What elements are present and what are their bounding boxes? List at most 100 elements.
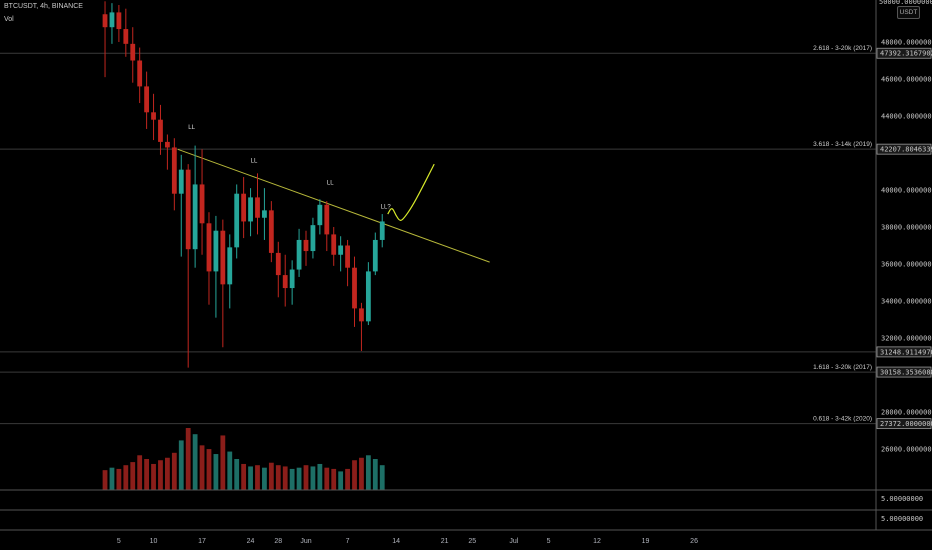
volume-bar [144, 459, 150, 490]
candle-body [151, 112, 156, 120]
candle-body [109, 12, 115, 28]
price-tag [876, 47, 932, 59]
volume-bar [199, 445, 205, 490]
price-tag-label: 27372.00000000 [880, 420, 932, 428]
candle-body [220, 230, 226, 285]
candle-body [171, 147, 177, 194]
fib-level-label: 0.618 - 3-42k (2020) [813, 416, 872, 423]
candle-body [331, 234, 337, 255]
candle-body [372, 239, 378, 272]
time-axis-label: 25 [468, 538, 476, 545]
candle-body [199, 184, 205, 224]
time-axis-label: 7 [346, 538, 350, 545]
candle-body [123, 29, 129, 44]
lower-low-annotation: LL [251, 158, 258, 164]
candle-body [241, 193, 247, 222]
volume-bar [102, 470, 108, 490]
price-tag [876, 366, 932, 378]
time-axis-label: Jun [300, 538, 311, 545]
candle-body [206, 223, 212, 272]
price-axis-label: 40000.00000000 [881, 187, 932, 195]
candle-body [324, 204, 330, 235]
price-tag-label: 42207.80463396 [880, 146, 932, 154]
volume-bar [158, 460, 163, 490]
time-axis-label: 5 [117, 538, 121, 545]
volume-bar [213, 454, 219, 490]
volume-bar [275, 465, 281, 490]
candle-body [296, 239, 302, 270]
time-axis-label: 14 [392, 538, 400, 545]
candle-body [359, 308, 364, 322]
candle-body [365, 271, 371, 322]
volume-bar [241, 463, 247, 490]
candle-body [303, 239, 309, 252]
volume-bar [165, 457, 170, 490]
price-axis-label: 46000.00000000 [881, 76, 932, 84]
price-tag [876, 346, 932, 358]
price-axis-label: 32000.00000000 [881, 335, 932, 343]
volume-bar [317, 463, 323, 490]
volume-bar [185, 428, 191, 490]
fib-level-label: 1.618 - 3-20k (2017) [813, 364, 872, 371]
candle-body [178, 169, 184, 194]
volume-bar [310, 466, 316, 490]
price-axis-label: 26000.00000000 [881, 446, 932, 454]
lower-low-annotation: LL [327, 180, 334, 186]
time-axis-label: Jul [509, 538, 518, 545]
volume-bar [109, 467, 115, 490]
candle-body [379, 221, 385, 240]
volume-bar [234, 459, 240, 490]
volume-bar [255, 465, 260, 490]
price-tag-label: 47392.31679029 [880, 50, 932, 58]
price-axis-label: 34000.00000000 [881, 298, 932, 306]
descending-trendline [177, 148, 490, 263]
chart-title: BTCUSDT, 4h, BINANCE [4, 3, 83, 10]
volume-bar [268, 462, 274, 490]
time-axis-label: 24 [247, 538, 255, 545]
time-axis-label: 28 [274, 538, 282, 545]
candle-body [192, 184, 198, 250]
price-axis-label: 44000.00000000 [881, 113, 932, 121]
candle-body [234, 193, 240, 248]
volume-bar [123, 465, 129, 490]
volume-bar [296, 467, 302, 490]
candle-body [282, 275, 288, 289]
projection-curve [387, 163, 435, 221]
candle-body [275, 252, 281, 276]
volume-bar [379, 465, 385, 490]
fib-level-label: 2.618 - 3-20k (2017) [813, 45, 872, 52]
time-axis-label: 12 [593, 538, 601, 545]
volume-bar [137, 455, 143, 490]
volume-bar [331, 468, 337, 490]
candle-body [116, 12, 122, 30]
volume-bar [262, 467, 267, 490]
fib-level-label: 3.618 - 3-14k (2019) [813, 141, 872, 148]
volume-bar [227, 451, 233, 490]
currency-badge[interactable]: USDT [897, 6, 920, 19]
volume-bar [116, 468, 122, 490]
volume-legend: Vol [4, 16, 14, 23]
candle-body [248, 197, 253, 222]
volume-bar [372, 459, 378, 490]
volume-bar [338, 471, 344, 490]
price-tag-label: 31248.91149765 [880, 348, 932, 356]
volume-bar [345, 468, 350, 490]
volume-bar [171, 452, 177, 490]
time-axis-label: 26 [690, 538, 698, 545]
candle-body [317, 204, 323, 226]
candle-body [289, 269, 295, 289]
volume-bar [192, 434, 198, 490]
candle-body [345, 245, 350, 268]
candle-body [338, 245, 344, 255]
candle-body [137, 60, 143, 87]
time-axis-label: 19 [642, 538, 650, 545]
volume-bar [178, 440, 184, 490]
price-axis-label: 48000.00000000 [881, 39, 932, 47]
volume-bar [248, 466, 253, 490]
volume-bar [365, 455, 371, 490]
candle-body [158, 119, 163, 142]
volume-bar [220, 435, 226, 490]
candle-body [227, 247, 233, 285]
candle-body [262, 210, 267, 218]
